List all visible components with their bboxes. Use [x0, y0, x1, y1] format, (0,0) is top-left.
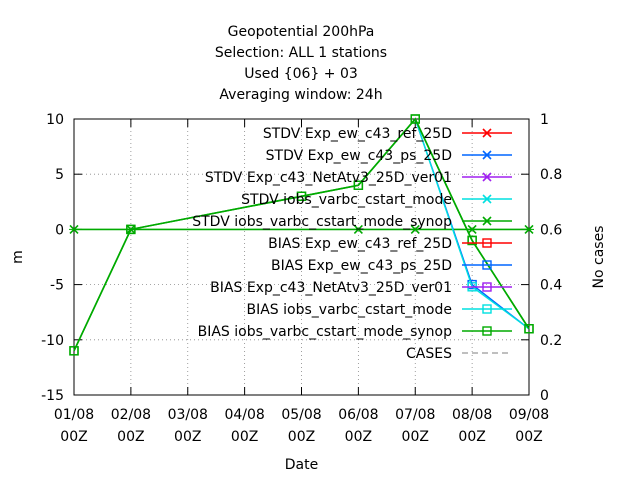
x-tick-label: 06/08: [338, 407, 378, 423]
y-axis-label: m: [10, 250, 26, 264]
y-tick-label: 10: [46, 112, 64, 128]
legend-item: STDV Exp_c43_NetAtv3_25D_ver01: [205, 170, 512, 186]
x-tick-sublabel: 00Z: [458, 429, 485, 445]
x-tick-sublabel: 00Z: [345, 429, 372, 445]
legend-item: STDV iobs_varbc_cstart_mode: [241, 192, 512, 208]
x-tick-sublabel: 00Z: [515, 429, 542, 445]
y-tick-label: -15: [41, 388, 64, 404]
axis-ticks: -15 -10 -5 0 5 10 0 0.2 0.4 0.6 0.8 1 01/08 00Z 02/08 0…: [41, 112, 562, 445]
x-tick-label: 08/08: [452, 407, 492, 423]
point-marker: [353, 224, 364, 234]
legend-label: BIAS Exp_c43_NetAtv3_25D_ver01: [210, 280, 452, 296]
legend-item: STDV Exp_ew_c43_ps_25D: [266, 148, 512, 164]
x-tick-label: 01/08: [54, 407, 94, 423]
point-marker: [126, 224, 136, 235]
legend-item: CASES: [406, 346, 512, 362]
y2-tick-label: 1: [540, 112, 549, 128]
y2-axis-label: No cases: [591, 226, 607, 289]
point-marker: [482, 260, 492, 270]
x-tick-label: 02/08: [111, 407, 151, 423]
point-marker: [296, 191, 307, 201]
point-marker: [482, 128, 492, 138]
legend-item: STDV iobs_varbc_cstart_mode_synop: [192, 214, 512, 230]
point-marker: [524, 224, 534, 234]
legend-label: BIAS iobs_varbc_cstart_mode_synop: [198, 324, 453, 340]
x-tick-label: 09/08: [509, 407, 549, 423]
legend-item: BIAS Exp_ew_c43_ps_25D: [271, 258, 512, 274]
title-line: Averaging window: 24h: [219, 87, 382, 103]
point-marker: [467, 235, 477, 246]
x-axis-label: Date: [285, 457, 318, 473]
x-tick-label: 05/08: [281, 407, 321, 423]
legend-label: STDV iobs_varbc_cstart_mode: [241, 192, 452, 208]
title-line: Used {06} + 03: [244, 66, 358, 82]
x-tick-label: 03/08: [168, 407, 208, 423]
point-marker: [524, 324, 534, 334]
point-marker: [410, 224, 421, 234]
x-tick-label: 07/08: [395, 407, 435, 423]
y2-tick-label: 0.4: [540, 278, 562, 294]
y2-tick-label: 0.8: [540, 167, 562, 183]
x-tick-sublabel: 00Z: [174, 429, 201, 445]
point-marker: [482, 216, 492, 226]
point-marker: [482, 282, 492, 292]
x-tick-sublabel: 00Z: [402, 429, 429, 445]
point-marker: [482, 304, 492, 314]
y2-tick-label: 0.2: [540, 333, 562, 349]
y2-tick-label: 0.6: [540, 222, 562, 238]
series: [69, 224, 534, 234]
point-marker: [467, 224, 478, 234]
legend-label: STDV Exp_ew_c43_ref_25D: [263, 126, 452, 142]
y-tick-label: 0: [55, 222, 64, 238]
legend-label: BIAS Exp_ew_c43_ref_25D: [268, 236, 452, 252]
legend-item: STDV Exp_ew_c43_ref_25D: [263, 126, 512, 142]
legend-item: BIAS iobs_varbc_cstart_mode_synop: [198, 324, 512, 340]
legend-label: CASES: [406, 346, 452, 362]
legend-label: STDV Exp_ew_c43_ps_25D: [266, 148, 452, 164]
title-line: Geopotential 200hPa: [228, 24, 375, 40]
x-tick-label: 04/08: [224, 407, 264, 423]
point-marker: [482, 172, 492, 182]
point-marker: [482, 150, 492, 160]
point-marker: [69, 346, 79, 356]
y-tick-label: 5: [55, 167, 64, 183]
point-marker: [410, 114, 420, 124]
x-tick-sublabel: 00Z: [288, 429, 315, 445]
point-marker: [482, 238, 492, 248]
chart-title: Geopotential 200hPa Selection: ALL 1 stat…: [215, 24, 387, 103]
x-tick-sublabel: 00Z: [231, 429, 258, 445]
legend-label: STDV Exp_c43_NetAtv3_25D_ver01: [205, 170, 452, 186]
point-marker: [482, 326, 492, 336]
y2-tick-label: 0: [540, 388, 549, 404]
point-marker: [69, 224, 79, 234]
legend-item: BIAS iobs_varbc_cstart_mode: [247, 302, 512, 318]
series: [69, 114, 534, 356]
legend-label: BIAS Exp_ew_c43_ps_25D: [271, 258, 452, 274]
title-line: Selection: ALL 1 stations: [215, 45, 387, 61]
series-line: [73, 117, 530, 352]
legend-item: BIAS Exp_ew_c43_ref_25D: [268, 236, 512, 252]
point-marker: [482, 194, 492, 204]
x-tick-sublabel: 00Z: [60, 429, 87, 445]
y-tick-label: -10: [41, 333, 64, 349]
legend-label: BIAS iobs_varbc_cstart_mode: [247, 302, 453, 318]
legend-item: BIAS Exp_c43_NetAtv3_25D_ver01: [210, 280, 512, 296]
legend-label: STDV iobs_varbc_cstart_mode_synop: [192, 214, 452, 230]
legend: STDV Exp_ew_c43_ref_25D STDV Exp_ew_c43_p…: [192, 126, 512, 362]
y-tick-label: -5: [50, 278, 64, 294]
point-marker: [353, 180, 364, 190]
x-tick-sublabel: 00Z: [117, 429, 144, 445]
